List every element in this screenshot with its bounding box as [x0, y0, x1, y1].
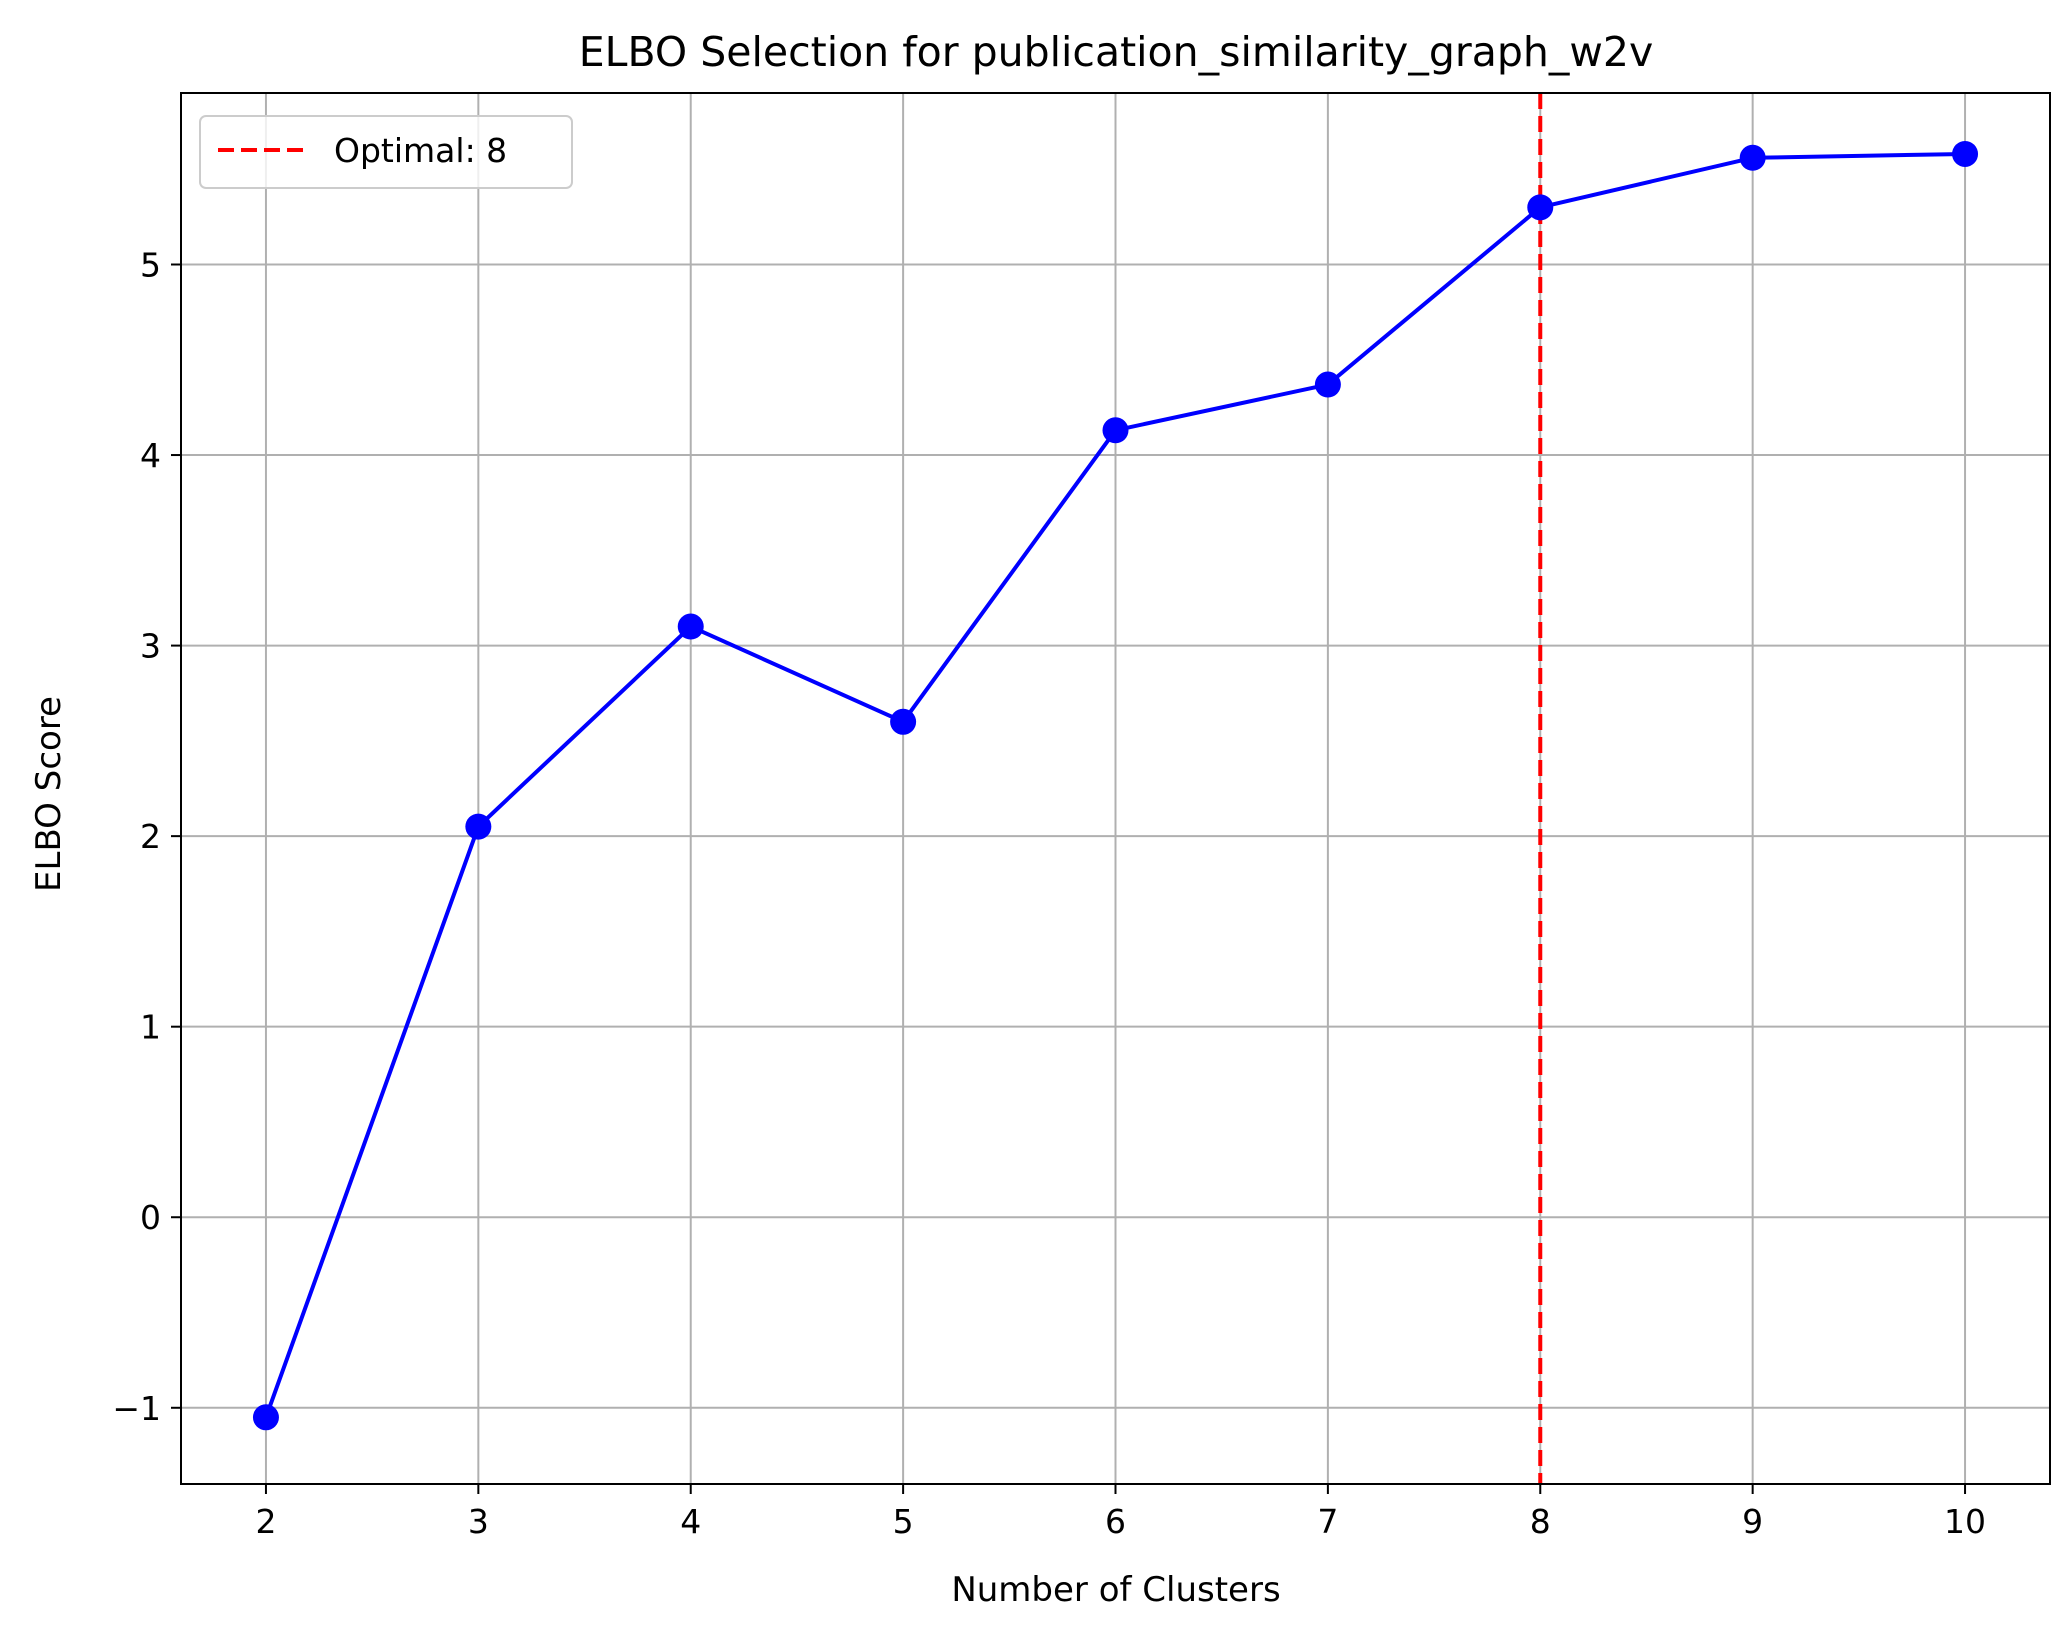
legend: Optimal: 8 [199, 115, 573, 189]
data-point [1952, 140, 1979, 167]
y-tick-label: 2 [140, 817, 161, 856]
y-tick-label: 5 [140, 245, 161, 284]
grid [181, 93, 2050, 1484]
data-point [252, 1404, 279, 1431]
chart-title: ELBO Selection for publication_similarit… [579, 28, 1653, 76]
data-point [677, 613, 704, 640]
y-tick-label: 0 [140, 1198, 161, 1237]
y-tick-label: 3 [140, 627, 161, 666]
x-tick-label: 7 [1317, 1502, 1338, 1541]
x-tick-label: 10 [1944, 1502, 1986, 1541]
x-tick-label: 6 [1105, 1502, 1126, 1541]
data-point [1102, 417, 1129, 444]
x-tick-label: 8 [1530, 1502, 1551, 1541]
y-tick-label: 1 [140, 1008, 161, 1047]
data-point [1739, 144, 1766, 171]
data-point [1314, 371, 1341, 398]
x-tick-label: 5 [893, 1502, 914, 1541]
x-axis-label: Number of Clusters [951, 1570, 1280, 1610]
y-axis-label: ELBO Score [29, 696, 69, 892]
data-point [465, 813, 492, 840]
x-tick-label: 9 [1742, 1502, 1763, 1541]
legend-box [199, 115, 573, 189]
series-layer [252, 140, 1979, 1431]
data-point [890, 708, 917, 735]
y-tick-label: 4 [140, 436, 161, 475]
legend-label-optimal: Optimal: 8 [334, 131, 507, 170]
data-point [1527, 194, 1554, 221]
x-tick-label: 4 [680, 1502, 701, 1541]
axis-ticks: 2 3 4 5 6 7 8 9 10 −1 0 1 2 3 4 5 [112, 245, 1986, 1541]
y-tick-label: −1 [112, 1389, 161, 1428]
x-tick-label: 2 [255, 1502, 276, 1541]
x-tick-label: 3 [468, 1502, 489, 1541]
